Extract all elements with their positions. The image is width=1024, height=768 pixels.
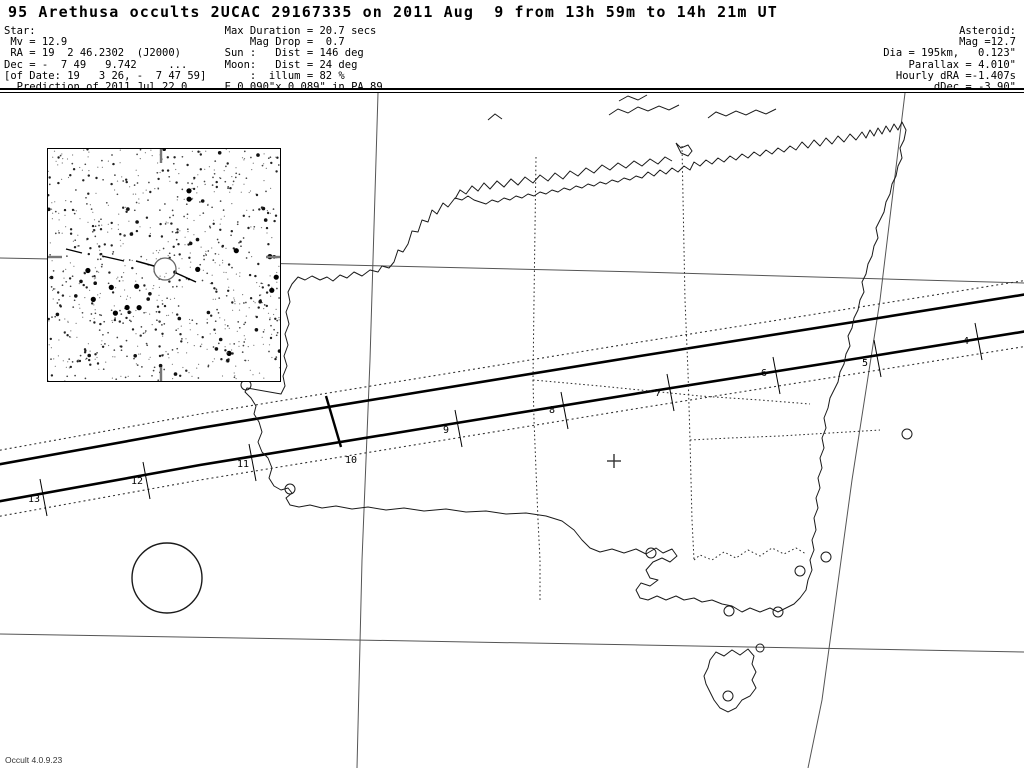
graticule-meridians — [356, 93, 906, 768]
field-edge-ticks — [48, 149, 280, 381]
header: 95 Arethusa occults 2UCAC 29167335 on 20… — [0, 0, 1024, 93]
header-divider-thin — [0, 92, 1024, 93]
field-motion-vectors — [65, 248, 125, 262]
australia-north-coast-detail — [454, 94, 777, 200]
star-points — [48, 149, 280, 381]
path-minute-label-6: 6 — [761, 368, 768, 379]
star-info-block: Star: Mv = 12.9 RA = 19 2 46.2302 (J2000… — [4, 25, 207, 92]
path-minute-label-12: 12 — [131, 476, 144, 487]
city-markers — [240, 379, 913, 702]
path-minute-label-7: 7 — [655, 388, 662, 399]
event-circumstances-block: Max Duration = 20.7 secs Mag Drop = 0.7 … — [224, 25, 383, 92]
target-pointer-lines — [135, 260, 197, 283]
path-uncertainty-limits — [0, 280, 1024, 517]
path-minute-label-11: 11 — [237, 459, 250, 470]
shadow-circle — [131, 542, 203, 614]
target-star-circle — [153, 257, 177, 281]
path-minute-label-10: 10 — [345, 455, 358, 466]
header-divider-thick — [0, 88, 1024, 90]
map-canvas — [0, 93, 1024, 768]
path-centre-cross — [607, 454, 621, 468]
star-field-inset[interactable] — [47, 148, 281, 382]
star-field-svg — [48, 149, 280, 381]
path-minute-label-13: 13 — [28, 494, 41, 505]
tasmania — [703, 648, 757, 713]
path-minute-ticks — [39, 322, 983, 517]
path-limits — [0, 293, 1024, 503]
path-minute-label-5: 5 — [862, 358, 869, 369]
map-svg — [0, 93, 1024, 768]
path-minute-label-8: 8 — [549, 405, 556, 416]
state-boundaries — [532, 145, 881, 600]
app-version-label: Occult 4.0.9.23 — [5, 755, 63, 765]
page-title: 95 Arethusa occults 2UCAC 29167335 on 20… — [8, 3, 778, 21]
australia-coastline — [244, 121, 907, 613]
path-minute-label-9: 9 — [443, 425, 450, 436]
asteroid-info-block: Asteroid: Mag =12.7 Dia = 195km, 0.123" … — [883, 25, 1016, 92]
path-central-marker — [324, 395, 343, 448]
path-minute-label-4: 4 — [963, 336, 970, 347]
